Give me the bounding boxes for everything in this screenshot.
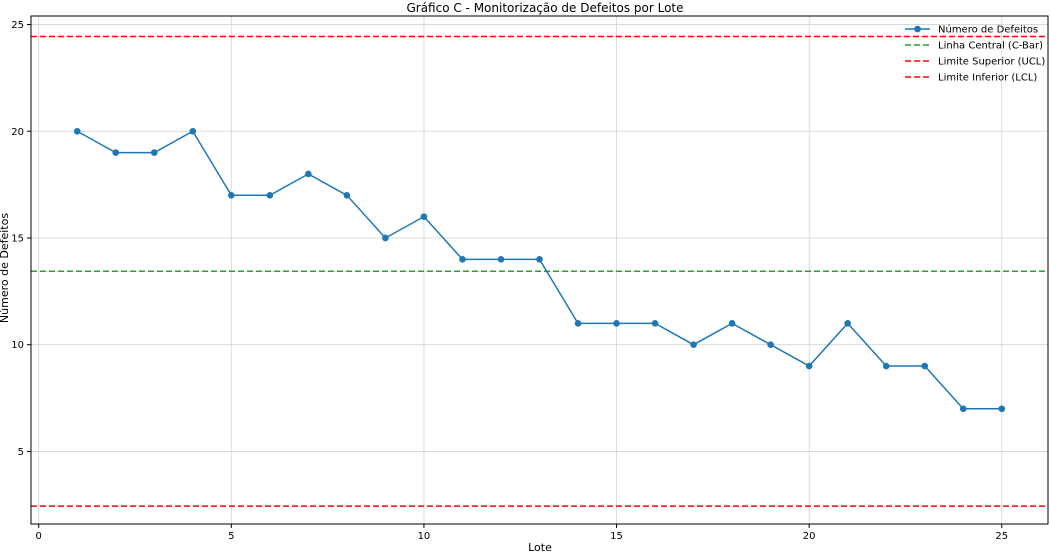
data-point xyxy=(73,127,81,135)
data-point xyxy=(150,149,158,156)
data-point xyxy=(921,362,929,370)
y-axis-label: Número de Defeitos xyxy=(0,213,11,323)
chart-title: Gráfico C - Monitorização de Defeitos po… xyxy=(406,1,683,15)
y-tick-label: 15 xyxy=(11,233,24,244)
series xyxy=(73,127,1006,413)
data-point xyxy=(767,341,774,349)
legend-label: Limite Inferior (LCL) xyxy=(938,73,1037,84)
reference-lines xyxy=(31,35,1048,507)
legend-label: Limite Superior (UCL) xyxy=(938,57,1045,68)
data-point xyxy=(420,213,428,220)
x-tick-label: 0 xyxy=(36,531,42,542)
x-tick-label: 15 xyxy=(610,531,623,542)
y-tick-label: 5 xyxy=(18,447,24,458)
y-axis-ticks: 5 10 15 20 25 xyxy=(11,20,31,458)
data-point xyxy=(690,341,697,349)
data-point xyxy=(343,191,351,199)
data-point xyxy=(651,320,659,327)
data-point xyxy=(382,234,389,242)
data-point xyxy=(959,405,967,413)
y-tick-label: 25 xyxy=(11,20,24,31)
legend-label: Número de Defeitos xyxy=(938,24,1038,36)
x-axis-label: Lote xyxy=(528,541,552,553)
data-point xyxy=(805,362,813,370)
data-point xyxy=(189,127,197,135)
data-point xyxy=(844,320,851,327)
x-axis-ticks: 0 5 10 15 20 25 xyxy=(36,524,1008,542)
y-tick-label: 10 xyxy=(11,340,24,351)
y-tick-label: 20 xyxy=(11,127,24,138)
data-point xyxy=(882,362,890,370)
x-tick-label: 10 xyxy=(418,531,431,542)
data-point xyxy=(728,320,736,327)
data-point xyxy=(613,320,620,327)
legend: Número de Defeitos Linha Central (C-Bar) L… xyxy=(905,24,1045,84)
x-tick-label: 20 xyxy=(803,531,816,542)
grid xyxy=(31,16,1048,524)
x-tick-label: 5 xyxy=(228,531,234,542)
data-point xyxy=(497,256,505,263)
data-point xyxy=(459,256,466,263)
data-point xyxy=(998,405,1006,413)
plot-area xyxy=(30,15,1049,525)
legend-label: Linha Central (C-Bar) xyxy=(938,41,1043,52)
data-point xyxy=(305,170,312,178)
legend-swatch-marker xyxy=(914,25,921,33)
series-line xyxy=(76,130,1002,410)
x-tick-label: 25 xyxy=(995,531,1008,542)
data-point xyxy=(112,149,120,156)
data-point xyxy=(266,191,274,199)
data-point xyxy=(536,256,543,263)
data-point xyxy=(574,320,582,327)
data-point xyxy=(228,191,235,199)
